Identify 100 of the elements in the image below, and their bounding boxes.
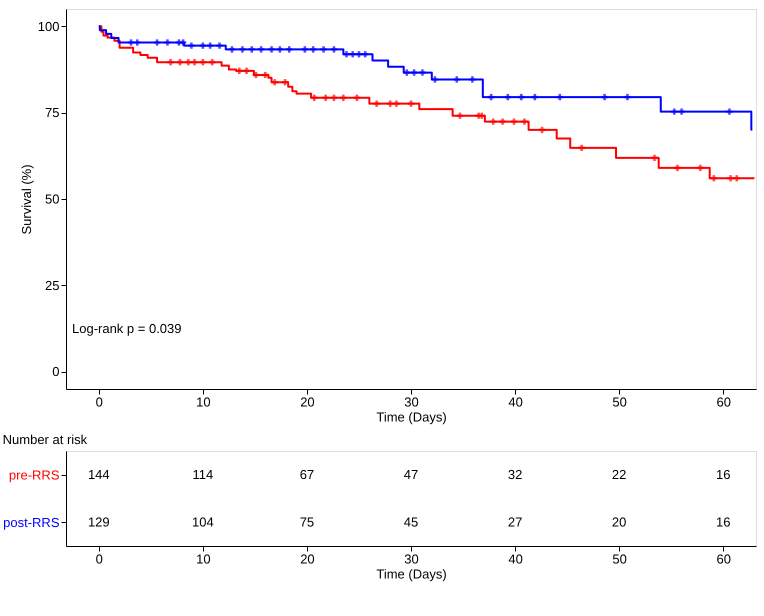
point bbox=[490, 118, 496, 125]
point bbox=[128, 39, 134, 46]
point bbox=[258, 46, 264, 53]
data-label: 20 bbox=[612, 514, 626, 530]
data-label: 22 bbox=[612, 466, 626, 482]
x-tick-label: 0 bbox=[96, 394, 103, 410]
data-label: 47 bbox=[404, 466, 418, 482]
x-tick-label: 30 bbox=[404, 552, 419, 566]
x-tick-label: 60 bbox=[716, 394, 731, 410]
x-tick-label: 10 bbox=[196, 552, 211, 566]
point bbox=[432, 76, 438, 83]
x-tick-label: 50 bbox=[612, 552, 627, 566]
point bbox=[538, 126, 546, 134]
point bbox=[726, 108, 733, 115]
point bbox=[243, 68, 250, 74]
point bbox=[154, 39, 160, 46]
point bbox=[228, 46, 236, 53]
point bbox=[410, 69, 418, 76]
point bbox=[532, 94, 538, 100]
point bbox=[362, 51, 368, 58]
annotation: Log-rank p = 0.039 bbox=[72, 321, 182, 336]
point bbox=[276, 46, 284, 53]
point bbox=[678, 108, 685, 115]
point bbox=[252, 72, 260, 78]
x-tick-label: 20 bbox=[300, 394, 315, 410]
point bbox=[624, 94, 631, 100]
x-tick-label: 50 bbox=[612, 394, 627, 410]
point bbox=[311, 94, 318, 101]
point bbox=[164, 39, 171, 46]
x-tick-label: 60 bbox=[716, 552, 731, 566]
point bbox=[354, 94, 360, 101]
point bbox=[188, 42, 195, 49]
data-label: 32 bbox=[508, 466, 522, 482]
data-label: 45 bbox=[404, 514, 418, 530]
point bbox=[134, 39, 140, 46]
point bbox=[286, 46, 292, 53]
y-tick-label: 100 bbox=[38, 18, 60, 34]
data-label: 114 bbox=[192, 466, 214, 482]
point bbox=[710, 175, 718, 182]
point bbox=[302, 46, 308, 53]
point bbox=[408, 100, 414, 107]
point bbox=[268, 46, 275, 53]
x-axis-title: Time (Days) bbox=[376, 566, 447, 582]
point bbox=[330, 46, 338, 53]
point bbox=[601, 94, 608, 100]
y-tick-label: 0 bbox=[52, 364, 60, 380]
point bbox=[236, 68, 242, 74]
point bbox=[651, 154, 658, 162]
point bbox=[200, 42, 206, 49]
point bbox=[387, 100, 394, 107]
point bbox=[320, 46, 327, 53]
point bbox=[185, 59, 192, 66]
point bbox=[499, 118, 506, 125]
point bbox=[200, 59, 206, 66]
point bbox=[272, 79, 278, 86]
point bbox=[330, 94, 338, 101]
x-tick-label: 10 bbox=[196, 394, 211, 410]
data-label: 104 bbox=[192, 514, 214, 530]
x-tick-label: 40 bbox=[508, 394, 523, 410]
point bbox=[310, 46, 316, 53]
point bbox=[373, 100, 380, 107]
point bbox=[404, 69, 410, 76]
point bbox=[419, 69, 426, 76]
point bbox=[674, 164, 681, 172]
y-tick-label: pre-RRS bbox=[8, 467, 60, 482]
point bbox=[671, 108, 678, 115]
point bbox=[239, 46, 246, 53]
point bbox=[180, 39, 186, 46]
point bbox=[556, 94, 563, 100]
x-tick-label: 30 bbox=[404, 394, 419, 410]
data-label: 129 bbox=[88, 514, 110, 530]
point bbox=[350, 51, 356, 58]
y-tick-label: post-RRS bbox=[3, 514, 60, 530]
x-tick-label: 0 bbox=[96, 552, 103, 566]
point bbox=[322, 94, 329, 101]
data-label: 27 bbox=[508, 514, 522, 530]
y-axis-title: Survival (%) bbox=[18, 164, 34, 235]
point bbox=[282, 79, 288, 86]
point bbox=[206, 42, 214, 49]
data-label: 75 bbox=[300, 514, 314, 530]
point bbox=[191, 59, 198, 66]
point bbox=[393, 100, 400, 107]
y-tick-label: 50 bbox=[45, 192, 60, 206]
x-tick-label: 40 bbox=[508, 552, 523, 566]
point bbox=[456, 112, 464, 119]
point bbox=[510, 118, 518, 125]
data-label: 16 bbox=[716, 466, 730, 482]
data-label: 67 bbox=[300, 466, 314, 482]
chart-title: Number at risk bbox=[2, 432, 88, 447]
data-label: 144 bbox=[88, 466, 110, 482]
data-label: 16 bbox=[716, 514, 730, 530]
point bbox=[248, 46, 255, 53]
point bbox=[340, 94, 347, 101]
point bbox=[176, 59, 184, 66]
point bbox=[454, 76, 460, 83]
point bbox=[734, 175, 740, 182]
y-tick-label: 25 bbox=[45, 278, 60, 293]
point bbox=[262, 72, 268, 78]
point bbox=[488, 94, 494, 100]
point bbox=[727, 175, 734, 182]
